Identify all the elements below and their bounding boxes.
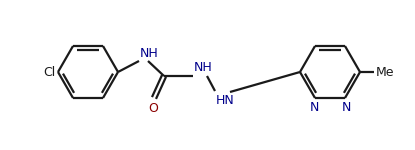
Text: N: N: [309, 101, 319, 114]
Text: Cl: Cl: [43, 66, 55, 78]
Text: O: O: [148, 102, 158, 115]
Text: NH: NH: [194, 61, 213, 74]
Text: Me: Me: [376, 66, 395, 78]
Text: NH: NH: [140, 47, 159, 60]
Text: HN: HN: [216, 94, 235, 107]
Text: N: N: [341, 101, 351, 114]
